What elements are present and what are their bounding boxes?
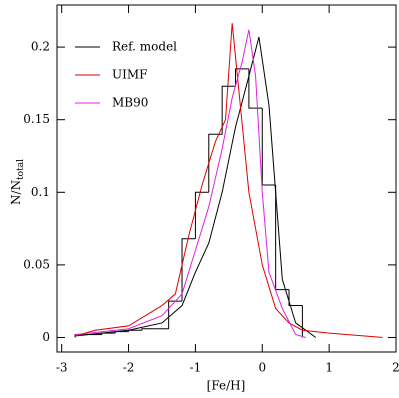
y-tick-label: 0.05 (23, 257, 50, 271)
x-tick-label: -3 (56, 361, 68, 375)
histogram-step (261, 108, 276, 186)
y-axis-label: N/Ntotal (9, 159, 26, 205)
histogram-step (141, 328, 156, 331)
plot-frame (56, 4, 397, 353)
x-tick-label: 1 (325, 361, 333, 375)
y-axis-label-main: N/N (9, 180, 23, 205)
histogram-step (168, 300, 183, 329)
histogram-step (221, 85, 236, 135)
histogram-step (128, 329, 142, 332)
y-tick-label: 0.1 (31, 185, 50, 199)
y-axis-label-subscript: total (16, 159, 26, 180)
series-line (74, 36, 317, 338)
histogram-step (235, 68, 249, 87)
x-tick-label: 0 (258, 361, 266, 375)
y-tick-label: 0.2 (31, 40, 50, 54)
y-tick-label: 0 (42, 330, 50, 344)
x-tick-label: -2 (123, 361, 135, 375)
histogram-step (194, 191, 209, 239)
series-line (74, 29, 306, 338)
y-tick-label: 0.15 (23, 112, 50, 126)
histogram-step (208, 133, 223, 193)
histogram-step (181, 238, 196, 302)
legend-label: Ref. model (112, 40, 177, 54)
legend-label: UIMF (112, 68, 147, 82)
histogram-step (288, 289, 303, 307)
x-tick-label: 2 (392, 361, 399, 375)
x-tick-label: -1 (190, 361, 202, 375)
x-axis-label: [Fe/H] (207, 379, 246, 393)
legend-label: MB90 (112, 96, 148, 110)
series-line (74, 23, 383, 338)
